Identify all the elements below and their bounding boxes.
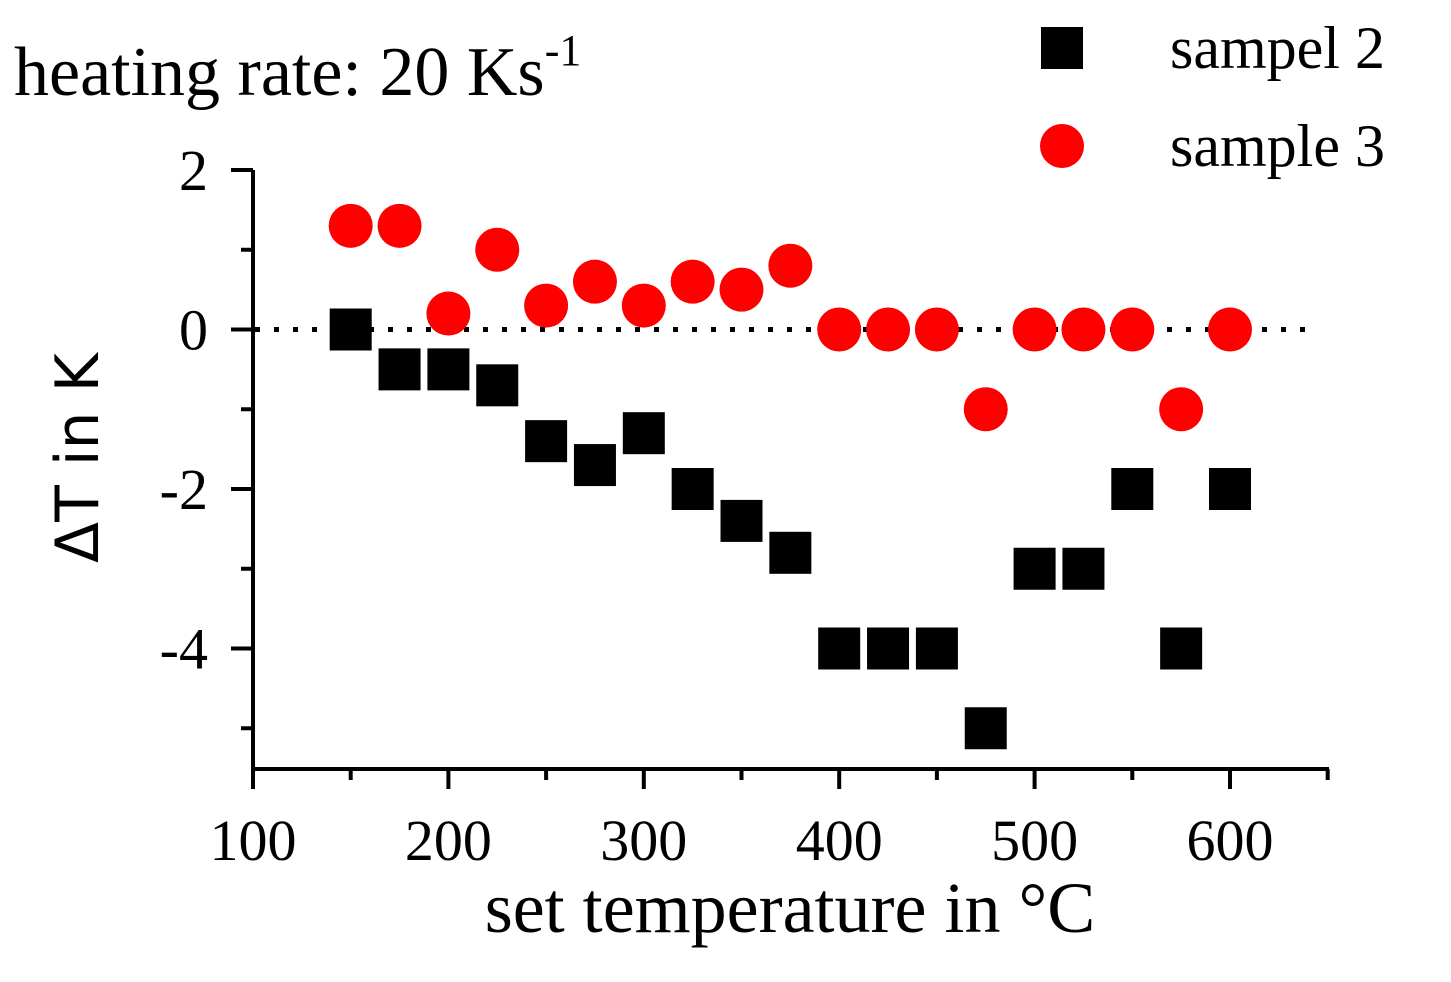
- square-point: [818, 627, 861, 670]
- y-tick-label: 0: [179, 298, 208, 363]
- circle-point: [719, 267, 764, 312]
- legend-square-marker: [1041, 27, 1083, 69]
- x-tick-label: 200: [405, 808, 492, 873]
- square-point: [769, 531, 812, 574]
- axes: [251, 170, 1329, 771]
- circle-point: [1159, 387, 1204, 432]
- data-marks: [328, 203, 1252, 750]
- y-tick-label: -2: [160, 457, 208, 522]
- x-tick-label: 100: [210, 808, 297, 873]
- circle-point: [1110, 307, 1155, 352]
- y-tick-label: 2: [179, 138, 208, 203]
- square-point: [671, 468, 714, 510]
- circle-point: [963, 387, 1008, 432]
- y-axis-label: ΔT in K: [43, 351, 113, 563]
- square-point: [525, 420, 568, 463]
- chart-title: heating rate: 20 Ks-1: [14, 26, 581, 111]
- y-axis-ticks: -4 -2 0 2: [160, 138, 253, 731]
- circle-point: [817, 307, 862, 352]
- circle-point: [328, 203, 373, 248]
- square-point: [1062, 547, 1105, 590]
- square-point: [1160, 627, 1203, 670]
- square-point: [476, 364, 519, 407]
- square-point: [427, 348, 470, 391]
- svg-text:heating rate: 20 Ks-1: heating rate: 20 Ks-1: [14, 26, 581, 111]
- x-tick-label: 600: [1187, 808, 1274, 873]
- circle-point: [475, 227, 520, 272]
- circle-point: [524, 283, 569, 328]
- legend: sampel 2 sample 3: [1040, 15, 1385, 179]
- circle-point: [621, 283, 666, 328]
- x-axis-ticks: 100 200 300 400 500 600: [210, 769, 1330, 873]
- circle-point: [1061, 307, 1106, 352]
- legend-label: sample 3: [1170, 113, 1385, 179]
- circle-point: [377, 203, 422, 248]
- chart-title-text: heating rate: 20 Ks: [14, 34, 545, 111]
- series-1: [329, 308, 1251, 750]
- legend-circle-marker: [1040, 124, 1084, 168]
- circle-point: [426, 291, 471, 336]
- square-point: [867, 627, 910, 670]
- x-axis-label: set temperature in °C: [485, 868, 1096, 948]
- square-point: [622, 412, 665, 455]
- square-point: [964, 707, 1007, 750]
- square-point: [329, 308, 372, 351]
- y-tick-label: -4: [160, 617, 208, 682]
- series-2: [328, 203, 1252, 432]
- square-point: [378, 348, 421, 391]
- square-point: [720, 499, 763, 542]
- circle-point: [572, 259, 617, 304]
- square-point: [573, 444, 616, 487]
- x-tick-label: 300: [600, 808, 687, 873]
- circle-point: [670, 259, 715, 304]
- square-point: [1111, 468, 1154, 510]
- circle-point: [1012, 307, 1057, 352]
- x-tick-label: 500: [991, 808, 1078, 873]
- square-point: [1013, 547, 1056, 590]
- circle-point: [1208, 307, 1252, 352]
- square-point: [1209, 468, 1251, 510]
- circle-point: [866, 307, 911, 352]
- x-tick-label: 400: [796, 808, 883, 873]
- circle-point: [914, 307, 959, 352]
- chart-title-superscript: -1: [545, 26, 582, 75]
- square-point: [915, 627, 958, 670]
- legend-label: sampel 2: [1170, 15, 1385, 81]
- circle-point: [768, 243, 813, 288]
